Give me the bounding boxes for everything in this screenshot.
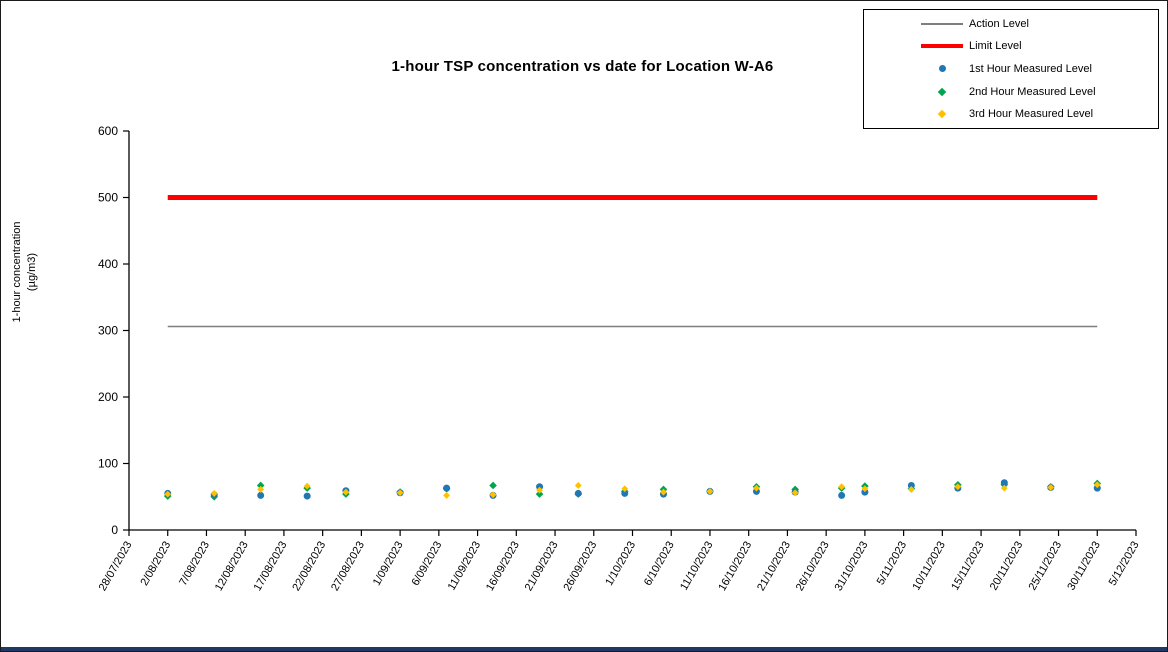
x-tick-label: 26/10/2023 xyxy=(794,540,832,594)
legend-box: Action Level Limit Level 1st Hour Measured… xyxy=(863,9,1159,129)
data-point-series3 xyxy=(342,488,350,496)
data-point-series3 xyxy=(210,490,218,497)
x-tick-label: 12/08/2023 xyxy=(213,540,251,594)
data-point-series1 xyxy=(621,489,629,497)
x-tick-label: 17/08/2023 xyxy=(252,540,290,594)
x-tick-label: 10/11/2023 xyxy=(910,540,948,593)
data-point-series3 xyxy=(536,486,543,494)
legend-item: Action Level xyxy=(864,13,1158,35)
x-tick-label: 28/07/2023 xyxy=(97,540,135,594)
x-tick-label: 25/11/2023 xyxy=(1027,540,1065,593)
legend-item: 2nd Hour Measured Level xyxy=(864,81,1158,103)
x-tick-label: 27/08/2023 xyxy=(329,540,367,594)
legend-swatch xyxy=(921,22,963,25)
data-point-series1 xyxy=(443,484,451,492)
legend-label: Action Level xyxy=(969,17,1029,30)
data-point-series2 xyxy=(256,481,265,490)
data-point-series3 xyxy=(574,482,582,489)
data-point-series1 xyxy=(1000,479,1008,487)
data-point-series3 xyxy=(907,486,915,493)
x-tick-label: 11/09/2023 xyxy=(446,540,484,593)
x-tick-label: 20/11/2023 xyxy=(988,540,1026,593)
x-tick-label: 21/10/2023 xyxy=(755,540,793,594)
data-point-series1 xyxy=(574,489,582,497)
data-point-series1 xyxy=(907,481,915,489)
x-tick-label: 1/09/2023 xyxy=(371,540,406,588)
x-tick-label: 16/09/2023 xyxy=(484,540,522,594)
x-tick-label: 30/11/2023 xyxy=(1065,540,1103,593)
data-point-series3 xyxy=(1093,481,1101,489)
data-point-series1 xyxy=(303,492,311,500)
legend-line-sample xyxy=(921,22,963,25)
data-point-series3 xyxy=(1047,484,1055,491)
x-tick-label: 1/10/2023 xyxy=(603,540,638,588)
legend-item: 1st Hour Measured Level xyxy=(864,58,1158,80)
y-tick-label: 300 xyxy=(98,324,118,338)
chart-title: 1-hour TSP concentration vs date for Loc… xyxy=(391,58,774,75)
data-point-series3 xyxy=(257,486,265,493)
y-tick-label: 100 xyxy=(98,457,118,471)
data-point-series3 xyxy=(954,483,962,491)
data-point-series1 xyxy=(838,491,846,499)
x-tick-label: 11/10/2023 xyxy=(678,540,716,593)
y-tick-label: 600 xyxy=(98,124,118,138)
x-tick-label: 22/08/2023 xyxy=(290,540,328,594)
x-tick-label: 6/10/2023 xyxy=(642,540,677,588)
x-tick-label: 6/09/2023 xyxy=(410,540,445,588)
data-point-series3 xyxy=(303,482,311,490)
x-tick-label: 2/08/2023 xyxy=(138,540,173,588)
data-point-series3 xyxy=(1000,484,1008,492)
data-point-series2 xyxy=(535,490,544,498)
legend-label: Limit Level xyxy=(969,40,1022,53)
legend-circle-icon xyxy=(921,65,963,73)
legend-swatch xyxy=(938,65,946,73)
legend-label: 3rd Hour Measured Level xyxy=(969,108,1094,121)
legend-item: 3rd Hour Measured Level xyxy=(864,103,1158,125)
x-tick-label: 5/11/2023 xyxy=(875,540,909,588)
bottom-border-bar xyxy=(1,647,1167,651)
axis-lines xyxy=(128,131,1136,531)
y-tick-label: 400 xyxy=(98,257,118,271)
legend-label: 1st Hour Measured Level xyxy=(969,62,1092,75)
x-tick-label: 26/09/2023 xyxy=(561,540,599,594)
data-point-series3 xyxy=(443,492,450,499)
x-tick-label: 16/10/2023 xyxy=(716,540,754,594)
legend-label: 2nd Hour Measured Level xyxy=(969,85,1096,98)
x-tick-label: 21/09/2023 xyxy=(523,540,561,594)
y-tick-label: 200 xyxy=(98,390,118,404)
legend-line-sample xyxy=(921,44,963,49)
y-tick-label: 500 xyxy=(98,191,118,205)
x-tick-label: 7/08/2023 xyxy=(177,540,212,588)
x-tick-label: 15/11/2023 xyxy=(949,540,987,593)
y-tick-label: 0 xyxy=(111,523,118,537)
x-tick-label: 31/10/2023 xyxy=(833,540,871,594)
x-tick-label: 5/12/2023 xyxy=(1107,540,1142,588)
data-point-series2 xyxy=(489,481,497,490)
legend-swatch xyxy=(921,44,963,49)
legend-item: Limit Level xyxy=(864,35,1158,57)
data-point-series3 xyxy=(164,490,172,498)
data-point-series1 xyxy=(257,491,265,499)
